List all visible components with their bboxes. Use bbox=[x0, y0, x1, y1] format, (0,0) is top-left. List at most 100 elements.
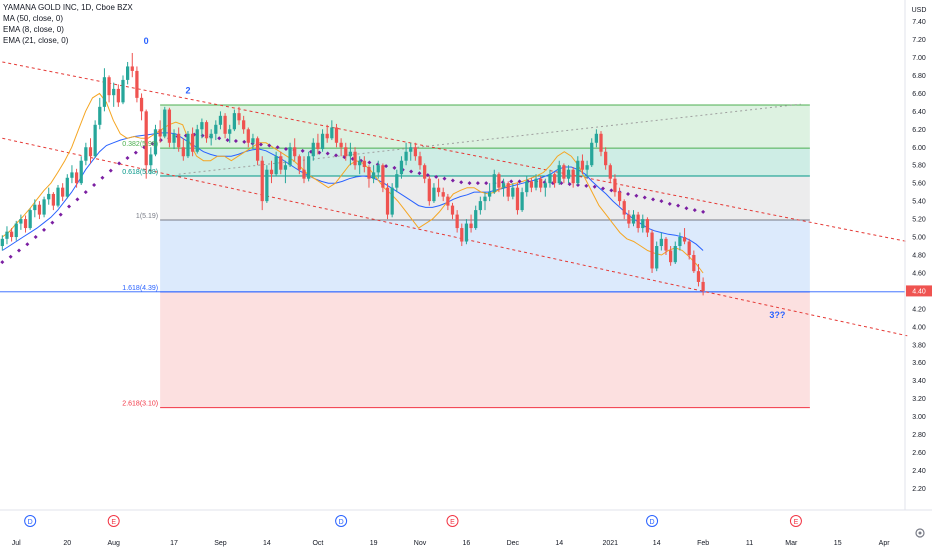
candle bbox=[98, 97, 102, 130]
candle bbox=[135, 66, 139, 103]
ma50-point bbox=[0, 260, 5, 265]
candle-body bbox=[450, 205, 455, 215]
candle-body bbox=[669, 250, 673, 263]
candle-body bbox=[255, 138, 260, 161]
candle bbox=[418, 151, 422, 170]
event-marker-circle bbox=[335, 515, 348, 527]
candle-body bbox=[409, 147, 413, 152]
candle-body bbox=[617, 192, 622, 202]
candle bbox=[353, 147, 357, 170]
price-tick-label: 7.00 bbox=[912, 55, 926, 62]
fib-zone-blue bbox=[160, 219, 810, 292]
candle bbox=[492, 169, 496, 194]
candle bbox=[376, 160, 380, 179]
legend-ma50: MA (50, close, 0) bbox=[3, 14, 63, 23]
candle-body bbox=[418, 156, 422, 166]
dividend-marker[interactable]: D bbox=[24, 515, 37, 527]
candle-body bbox=[631, 214, 636, 224]
candle-body bbox=[214, 124, 218, 134]
ma50-point bbox=[8, 254, 13, 259]
candle bbox=[669, 246, 673, 266]
candle-body bbox=[283, 165, 288, 170]
candle-body bbox=[650, 232, 654, 269]
candle-body bbox=[70, 172, 74, 178]
ma50-point bbox=[484, 181, 489, 186]
candle bbox=[608, 163, 612, 184]
time-tick-label: Jul bbox=[12, 540, 21, 547]
candle-body bbox=[163, 109, 167, 137]
candle bbox=[562, 163, 566, 184]
candle-body bbox=[534, 178, 538, 188]
candle bbox=[362, 156, 366, 173]
candle bbox=[474, 205, 478, 230]
candle-body bbox=[209, 133, 213, 139]
moving-averages bbox=[0, 92, 706, 274]
event-marker-circle bbox=[789, 515, 802, 527]
dividend-marker[interactable]: D bbox=[335, 515, 348, 527]
event-marker-label: D bbox=[650, 519, 655, 526]
event-marker-circle bbox=[24, 515, 37, 527]
candle-body bbox=[478, 201, 482, 211]
time-tick-label: 14 bbox=[653, 540, 661, 547]
legend-ema8: EMA (8, close, 0) bbox=[3, 25, 64, 34]
candle-body bbox=[88, 147, 93, 157]
candle bbox=[84, 142, 88, 166]
price-axis[interactable]: 7.40 7.20 7.00 6.80 6.60 6.40 6.20 6.00 5.80 5.60… bbox=[912, 19, 926, 493]
candle bbox=[627, 210, 631, 229]
candle-body bbox=[167, 109, 172, 143]
fib-label: 0.382(5.99) bbox=[122, 141, 158, 148]
candle-body bbox=[580, 160, 585, 170]
earnings-marker[interactable]: E bbox=[789, 515, 802, 527]
time-axis[interactable]: Jul 20 Aug 17 Sep 14 Oct 19 Nov 16 Dec 14 2021 14 Feb 1… bbox=[12, 540, 890, 547]
candle bbox=[594, 129, 598, 148]
candle-body bbox=[186, 133, 190, 157]
ma50-point bbox=[467, 181, 472, 186]
candle-body bbox=[51, 193, 55, 206]
candle bbox=[297, 154, 301, 175]
candle bbox=[28, 208, 32, 230]
earnings-marker[interactable]: E bbox=[107, 515, 120, 527]
time-tick-label: 15 bbox=[834, 540, 842, 547]
candle-body bbox=[543, 183, 547, 188]
candle bbox=[478, 196, 482, 215]
candle bbox=[190, 127, 195, 157]
candle-body bbox=[455, 214, 459, 229]
fib-zone-green bbox=[160, 105, 810, 149]
channel-lower-line bbox=[2, 137, 908, 337]
candle bbox=[74, 168, 79, 188]
candle-body bbox=[497, 174, 501, 188]
candle-body bbox=[358, 160, 362, 166]
candle bbox=[687, 238, 691, 260]
time-tick-label: Dec bbox=[507, 540, 520, 547]
candle-body bbox=[149, 154, 153, 166]
candle-body bbox=[112, 88, 116, 96]
candle bbox=[566, 165, 571, 184]
price-tick-label: 6.20 bbox=[912, 127, 926, 134]
trend-lines bbox=[2, 61, 908, 337]
candle bbox=[450, 202, 455, 220]
candle bbox=[464, 219, 469, 245]
candle bbox=[655, 241, 659, 272]
candle bbox=[56, 184, 60, 208]
candle bbox=[126, 61, 130, 85]
candle bbox=[23, 215, 28, 233]
price-tick-label: 3.40 bbox=[912, 378, 926, 385]
fibonacci-zones bbox=[0, 104, 905, 409]
candle-body bbox=[608, 165, 612, 179]
candle bbox=[112, 82, 116, 107]
candle-body bbox=[279, 156, 283, 170]
candle-body bbox=[427, 178, 431, 202]
dividend-marker[interactable]: D bbox=[646, 515, 659, 527]
candle bbox=[436, 178, 441, 197]
candle-body bbox=[590, 142, 594, 166]
candle-body bbox=[483, 196, 487, 202]
candle-body bbox=[260, 160, 264, 202]
candle-body bbox=[441, 192, 445, 197]
candle-body bbox=[492, 174, 496, 193]
earnings-marker[interactable]: E bbox=[446, 515, 459, 527]
settings-icon[interactable] bbox=[915, 528, 925, 538]
last-price-label: 4.40 bbox=[912, 288, 926, 295]
ma50-point bbox=[50, 220, 55, 225]
